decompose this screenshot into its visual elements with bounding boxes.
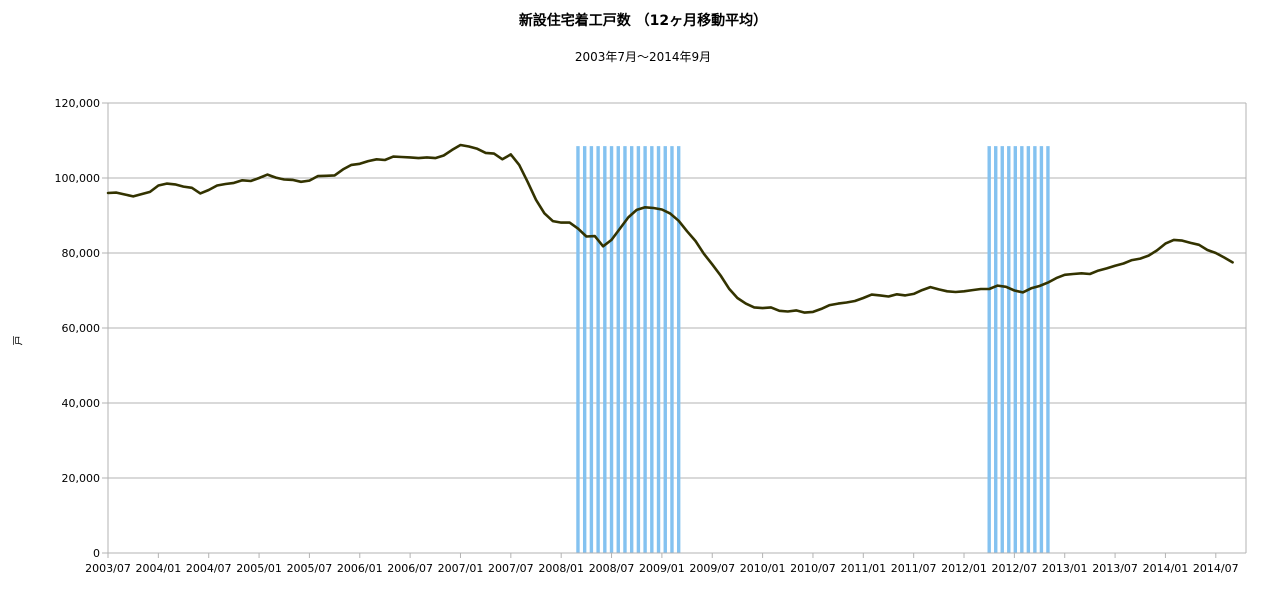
x-tick-label: 2013/07 [1092,562,1138,575]
y-tick-label: 60,000 [62,322,101,335]
chart-title: 新設住宅着工戸数 （12ヶ月移動平均） [518,13,768,29]
shade-stripe [1013,146,1018,553]
y-tick-label: 0 [93,547,100,560]
shade-stripe [650,146,654,553]
shade-stripe [1026,146,1031,553]
x-tick-label: 2006/01 [337,562,383,575]
shade-stripe [596,146,600,553]
shade-stripe [994,146,998,553]
shade-stripe [643,146,647,553]
x-tick-labels: 2003/07 2004/01 2004/07 2005/01 2005/07 2006/… [85,553,1239,575]
shade-stripe [636,146,641,553]
x-tick-label: 2012/01 [941,562,987,575]
x-tick-label: 2013/01 [1042,562,1088,575]
shade-stripe [589,146,594,553]
x-tick-label: 2005/07 [287,562,333,575]
axes [107,103,1247,554]
x-tick-label: 2014/07 [1193,562,1239,575]
x-tick-label: 2004/07 [186,562,232,575]
shade-stripe [609,146,614,553]
shade-stripe [1039,146,1044,553]
shaded-periods [576,146,1050,553]
x-tick-label: 2006/07 [387,562,433,575]
x-tick-label: 2008/01 [538,562,584,575]
x-tick-label: 2012/07 [992,562,1038,575]
x-tick-label: 2005/01 [236,562,282,575]
y-tick-label: 20,000 [62,472,101,485]
x-tick-label: 2009/07 [689,562,735,575]
gridlines [102,102,1246,554]
shade-stripe [1020,146,1024,553]
x-tick-label: 2004/01 [136,562,182,575]
series-lines [106,143,1234,314]
x-tick-label: 2011/07 [891,562,937,575]
shade-stripe [582,146,587,553]
shade-stripe [987,146,991,553]
y-tick-label: 80,000 [62,247,101,260]
x-tick-label: 2014/01 [1143,562,1189,575]
shade-stripe [1046,146,1050,553]
x-tick-label: 2007/07 [488,562,534,575]
shade-stripe [603,146,607,553]
shade-stripe [663,146,667,553]
shade-stripe [670,146,674,553]
shade-stripe [629,146,634,553]
x-tick-label: 2011/01 [840,562,886,575]
x-tick-label: 2009/01 [639,562,685,575]
y-tick-label: 100,000 [55,172,101,185]
x-tick-label: 2008/07 [589,562,635,575]
x-tick-label: 2010/01 [740,562,786,575]
series-line [106,143,1234,314]
chart-subtitle: 2003年7月～2014年9月 [574,50,712,64]
x-tick-label: 2003/07 [85,562,131,575]
y-tick-label: 120,000 [55,97,101,110]
y-tick-label: 40,000 [62,397,101,410]
x-tick-label: 2010/07 [790,562,836,575]
shade-stripe [1033,146,1037,553]
shade-stripe [616,146,620,553]
shade-stripe [676,146,681,553]
shade-stripe [1007,146,1011,553]
shade-stripe [656,146,661,553]
y-tick-labels: 0 20,000 40,000 60,000 80,000 100,000 120,000 [55,97,101,560]
shade-stripe [1000,146,1004,553]
shade-stripe [576,146,580,553]
shade-stripe [623,146,627,553]
x-tick-label: 2007/01 [438,562,484,575]
